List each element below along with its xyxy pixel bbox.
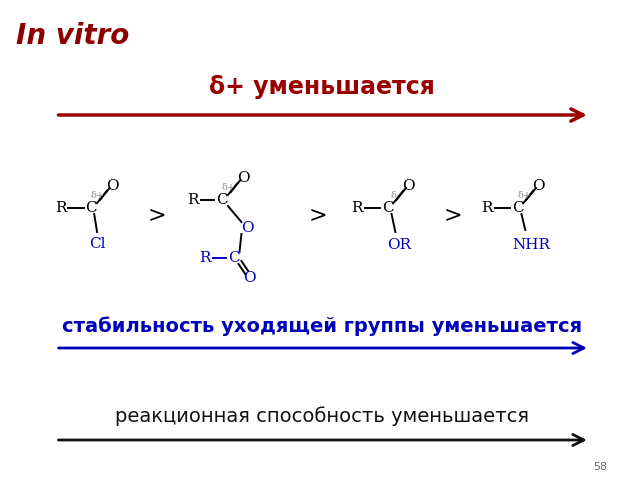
Text: δ+ уменьшается: δ+ уменьшается bbox=[209, 75, 435, 99]
Text: In vitro: In vitro bbox=[16, 22, 130, 50]
Text: стабильность уходящей группы уменьшается: стабильность уходящей группы уменьшается bbox=[62, 316, 582, 336]
Text: O: O bbox=[237, 171, 250, 185]
Text: δ: δ bbox=[390, 191, 396, 200]
Text: >: > bbox=[444, 205, 463, 227]
Text: O: O bbox=[403, 179, 415, 193]
Text: реакционная способность уменьшается: реакционная способность уменьшается bbox=[115, 406, 529, 426]
Text: O: O bbox=[532, 179, 545, 193]
Text: O: O bbox=[243, 271, 255, 285]
Text: Cl: Cl bbox=[89, 237, 106, 251]
Text: R: R bbox=[351, 201, 363, 215]
Text: δ+: δ+ bbox=[222, 182, 236, 192]
Text: C: C bbox=[512, 201, 524, 215]
Text: δ+: δ+ bbox=[517, 191, 531, 200]
Text: R: R bbox=[199, 251, 211, 265]
Text: δ+: δ+ bbox=[91, 191, 105, 200]
Text: C: C bbox=[86, 201, 97, 215]
Text: C: C bbox=[382, 201, 394, 215]
Text: O: O bbox=[106, 179, 119, 193]
Text: R: R bbox=[481, 201, 493, 215]
Text: O: O bbox=[241, 221, 253, 235]
Text: >: > bbox=[309, 205, 328, 227]
Text: C: C bbox=[228, 251, 239, 265]
Text: R: R bbox=[188, 193, 199, 207]
Text: 58: 58 bbox=[593, 462, 607, 472]
Text: OR: OR bbox=[387, 238, 412, 252]
Text: >: > bbox=[147, 205, 166, 227]
Text: NHR: NHR bbox=[512, 238, 550, 252]
Text: C: C bbox=[216, 193, 228, 207]
Text: R: R bbox=[55, 201, 67, 215]
